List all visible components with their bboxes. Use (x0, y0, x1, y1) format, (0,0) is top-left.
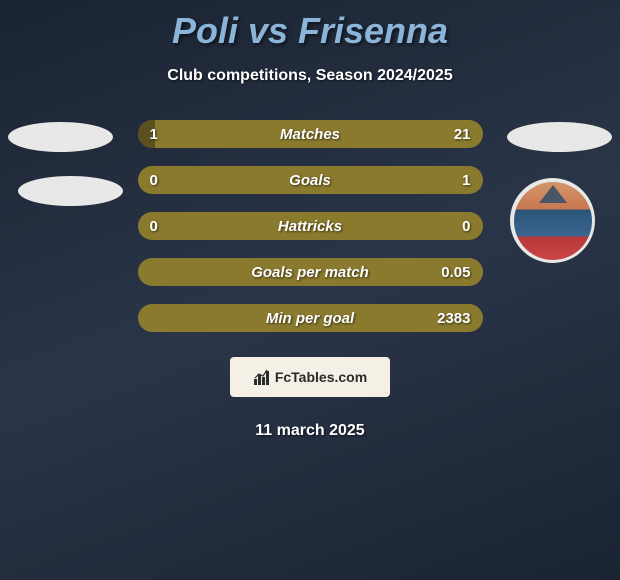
date-label: 11 march 2025 (255, 422, 364, 440)
stats-area: 1 Matches 21 0 Goals 1 0 Hattricks 0 Goa… (0, 120, 620, 332)
main-container: Poli vs Frisenna Club competitions, Seas… (0, 0, 620, 450)
page-title: Poli vs Frisenna (172, 10, 448, 52)
fctables-text: FcTables.com (275, 369, 367, 385)
stat-value-right: 0 (462, 218, 470, 235)
fctables-logo: FcTables.com (253, 368, 367, 386)
stat-value-right: 0.05 (441, 264, 470, 281)
stat-label: Matches (138, 126, 483, 143)
stat-value-right: 1 (462, 172, 470, 189)
stat-label: Goals (138, 172, 483, 189)
page-subtitle: Club competitions, Season 2024/2025 (167, 67, 452, 85)
stat-row-min-per-goal: Min per goal 2383 (138, 304, 483, 332)
stat-row-matches: 1 Matches 21 (138, 120, 483, 148)
stat-label: Hattricks (138, 218, 483, 235)
stat-value-right: 21 (454, 126, 471, 143)
stat-label: Min per goal (138, 310, 483, 327)
stat-value-right: 2383 (437, 310, 470, 327)
bar-chart-icon (253, 368, 271, 386)
fctables-watermark: FcTables.com (230, 357, 390, 397)
stat-row-goals-per-match: Goals per match 0.05 (138, 258, 483, 286)
stat-row-goals: 0 Goals 1 (138, 166, 483, 194)
stat-row-hattricks: 0 Hattricks 0 (138, 212, 483, 240)
stat-label: Goals per match (138, 264, 483, 281)
